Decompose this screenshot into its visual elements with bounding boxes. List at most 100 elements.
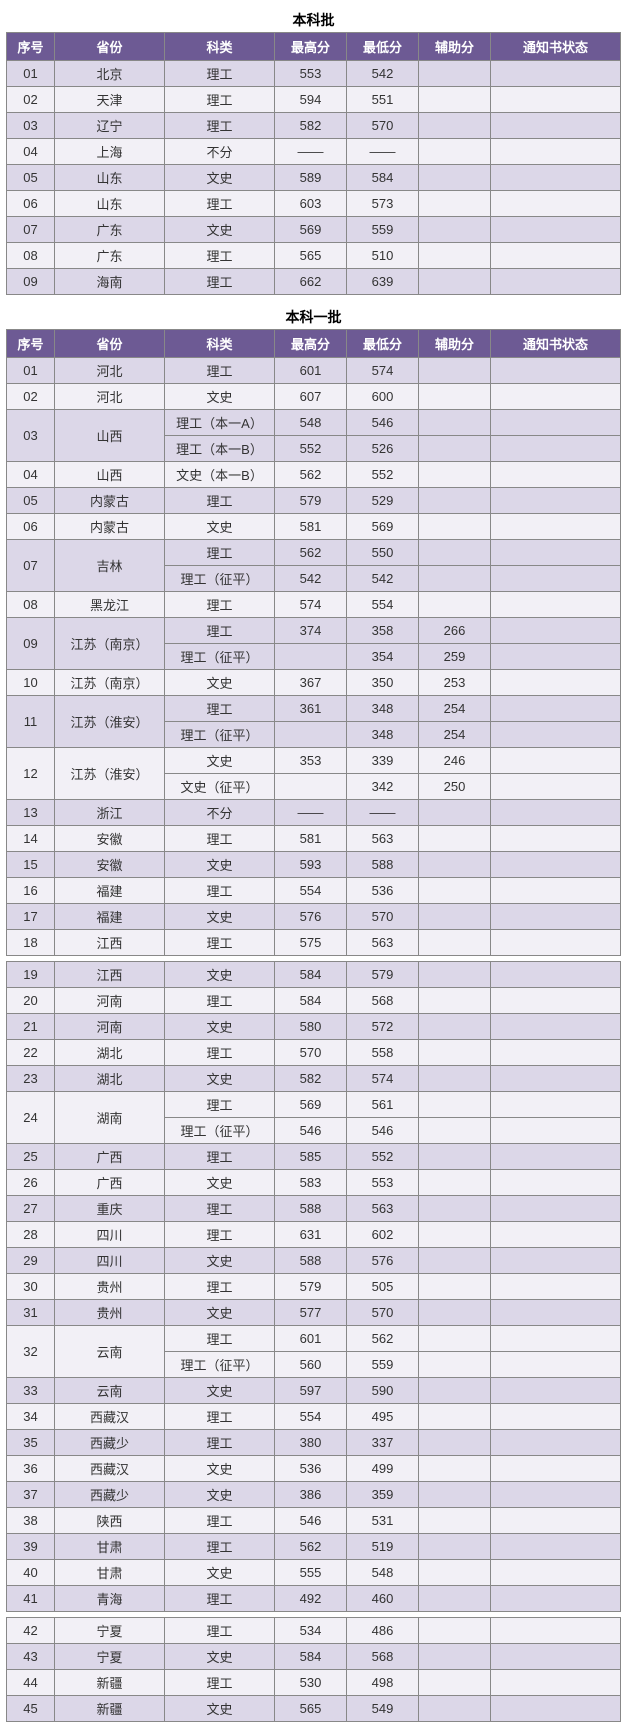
cell-min: 561 [347,1092,419,1118]
cell-aux [419,1430,491,1456]
cell-seq: 10 [7,670,55,696]
cell-aux [419,1586,491,1612]
cell-seq: 29 [7,1248,55,1274]
cell-cat: 文史 [165,1248,275,1274]
cell-stat [491,670,621,696]
cell-aux [419,410,491,436]
table-row: 03辽宁理工582570 [7,113,621,139]
table-row: 33云南文史597590 [7,1378,621,1404]
cell-stat [491,1670,621,1696]
cell-cat: 文史 [165,852,275,878]
cell-prov: 内蒙古 [55,488,165,514]
cell-min: 553 [347,1170,419,1196]
cell-aux [419,462,491,488]
col-header-cat: 科类 [165,330,275,358]
cell-cat: 文史 [165,1456,275,1482]
cell-aux [419,852,491,878]
cell-seq: 21 [7,1014,55,1040]
cell-stat [491,1300,621,1326]
table-title: 本科一批 [6,303,621,329]
cell-stat [491,1092,621,1118]
table-row: 27重庆理工588563 [7,1196,621,1222]
cell-stat [491,826,621,852]
cell-seq: 07 [7,540,55,592]
cell-cat: 理工 [165,1586,275,1612]
cell-min: 548 [347,1560,419,1586]
cell-cat: 理工 [165,269,275,295]
cell-prov: 福建 [55,904,165,930]
cell-aux [419,165,491,191]
table-row: 32云南理工601562 [7,1326,621,1352]
cell-aux: 250 [419,774,491,800]
cell-prov: 江苏（淮安） [55,748,165,800]
cell-cat: 文史 [165,962,275,988]
cell-cat: 理工（征平） [165,722,275,748]
table-row: 23湖北文史582574 [7,1066,621,1092]
col-header-aux: 辅助分 [419,33,491,61]
cell-aux [419,1456,491,1482]
cell-prov: 河南 [55,988,165,1014]
cell-min: 558 [347,1040,419,1066]
cell-max: 555 [275,1560,347,1586]
cell-prov: 新疆 [55,1696,165,1722]
cell-max: 353 [275,748,347,774]
table-row: 28四川理工631602 [7,1222,621,1248]
cell-seq: 43 [7,1644,55,1670]
cell-max [275,774,347,800]
cell-cat: 理工 [165,113,275,139]
cell-min: 510 [347,243,419,269]
cell-prov: 河南 [55,1014,165,1040]
cell-stat [491,165,621,191]
cell-aux [419,592,491,618]
cell-prov: 福建 [55,878,165,904]
cell-max: 570 [275,1040,347,1066]
cell-seq: 35 [7,1430,55,1456]
cell-aux [419,358,491,384]
cell-min: 549 [347,1696,419,1722]
cell-seq: 39 [7,1534,55,1560]
cell-max: 581 [275,826,347,852]
cell-seq: 28 [7,1222,55,1248]
cell-stat [491,1170,621,1196]
cell-prov: 西藏汉 [55,1456,165,1482]
cell-max: 565 [275,243,347,269]
cell-seq: 27 [7,1196,55,1222]
table-row: 14安徽理工581563 [7,826,621,852]
cell-min: 526 [347,436,419,462]
cell-max: 386 [275,1482,347,1508]
cell-max [275,722,347,748]
cell-prov: 宁夏 [55,1644,165,1670]
cell-prov: 黑龙江 [55,592,165,618]
cell-max: 580 [275,1014,347,1040]
table-row: 22湖北理工570558 [7,1040,621,1066]
cell-cat: 理工（本一A） [165,410,275,436]
table-row: 17福建文史576570 [7,904,621,930]
cell-cat: 理工 [165,1326,275,1352]
col-header-seq: 序号 [7,33,55,61]
table-row: 15安徽文史593588 [7,852,621,878]
cell-cat: 文史 [165,904,275,930]
col-header-prov: 省份 [55,33,165,61]
cell-min: 486 [347,1618,419,1644]
cell-aux [419,878,491,904]
cell-max: 584 [275,962,347,988]
col-header-prov: 省份 [55,330,165,358]
cell-max: 562 [275,1534,347,1560]
cell-max: 577 [275,1300,347,1326]
cell-max: 569 [275,217,347,243]
cell-aux [419,1274,491,1300]
cell-min: 588 [347,852,419,878]
col-header-min: 最低分 [347,33,419,61]
cell-cat: 理工 [165,1670,275,1696]
cell-max: 367 [275,670,347,696]
col-header-cat: 科类 [165,33,275,61]
cell-max: 582 [275,1066,347,1092]
cell-min: 576 [347,1248,419,1274]
col-header-max: 最高分 [275,330,347,358]
cell-max: 594 [275,87,347,113]
table-row: 36西藏汉文史536499 [7,1456,621,1482]
cell-min: 590 [347,1378,419,1404]
cell-aux: 266 [419,618,491,644]
cell-aux [419,988,491,1014]
cell-aux [419,1404,491,1430]
